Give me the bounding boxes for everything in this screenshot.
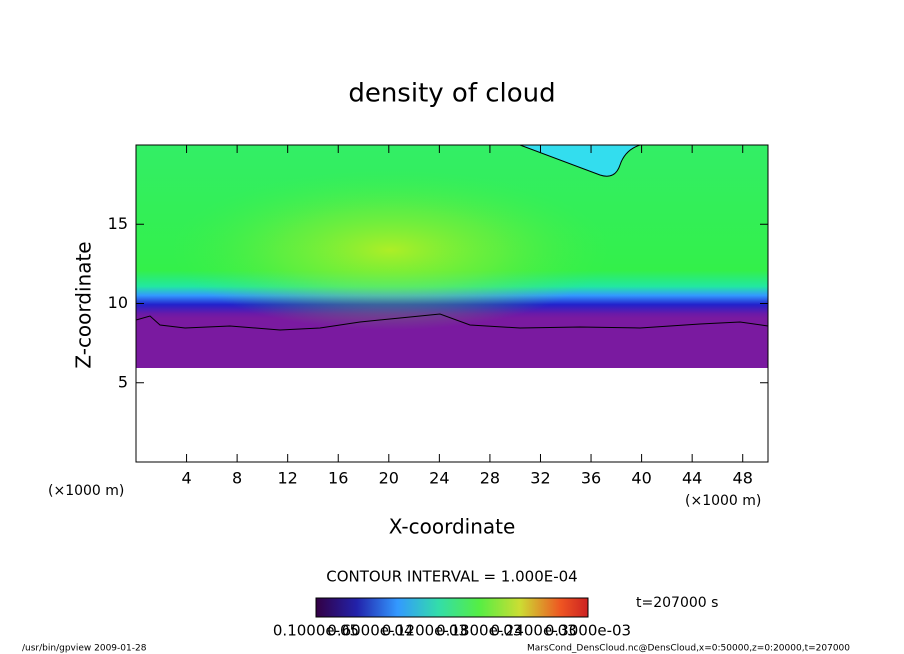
y-tick-label: 15 — [108, 214, 128, 233]
x-tick-label: 4 — [181, 469, 191, 488]
x-tick-label: 28 — [480, 469, 500, 488]
field-top — [520, 145, 640, 177]
x-tick-label: 48 — [733, 469, 753, 488]
x-unit: (×1000 m) — [685, 493, 761, 509]
colorbar-label: 0.2400e-03 — [490, 622, 576, 640]
time-label: t=207000 s — [636, 595, 718, 611]
colorbar-label: 0.3000e-03 — [545, 622, 631, 640]
colorbar — [315, 597, 589, 618]
x-tick-label: 44 — [682, 469, 702, 488]
x-unit: (×1000 m) — [48, 483, 124, 499]
y-tick-label: 5 — [118, 372, 128, 391]
contour-interval: CONTOUR INTERVAL = 1.000E-04 — [326, 568, 577, 586]
x-tick-label: 40 — [631, 469, 651, 488]
colorbar-label: 0.1200e-03 — [382, 622, 468, 640]
chart-title: density of cloud — [348, 79, 555, 109]
footer-left: /usr/bin/gpview 2009-01-28 — [22, 644, 147, 654]
field-empty — [136, 368, 768, 462]
x-tick-label: 12 — [278, 469, 298, 488]
x-tick-label: 16 — [328, 469, 348, 488]
y-tick-label: 10 — [108, 293, 128, 312]
x-tick-label: 32 — [530, 469, 550, 488]
x-axis-label: X-coordinate — [389, 515, 516, 539]
contour-line — [519, 145, 641, 177]
x-tick-label: 8 — [232, 469, 242, 488]
x-tick-label: 20 — [379, 469, 399, 488]
x-tick-label: 24 — [429, 469, 449, 488]
y-axis-label: Z-coordinate — [72, 241, 96, 368]
x-tick-label: 36 — [581, 469, 601, 488]
colorbar-label: 0.6000e-04 — [327, 622, 413, 640]
colorbar-label: 0.1800e-03 — [436, 622, 522, 640]
contour-line — [136, 313, 768, 331]
footer-right: MarsCond_DensCloud.nc@DensCloud,x=0:5000… — [527, 644, 850, 654]
field — [136, 145, 768, 462]
colorbar-label: 0.1000e-05 — [273, 622, 359, 640]
field-max — [170, 170, 610, 330]
